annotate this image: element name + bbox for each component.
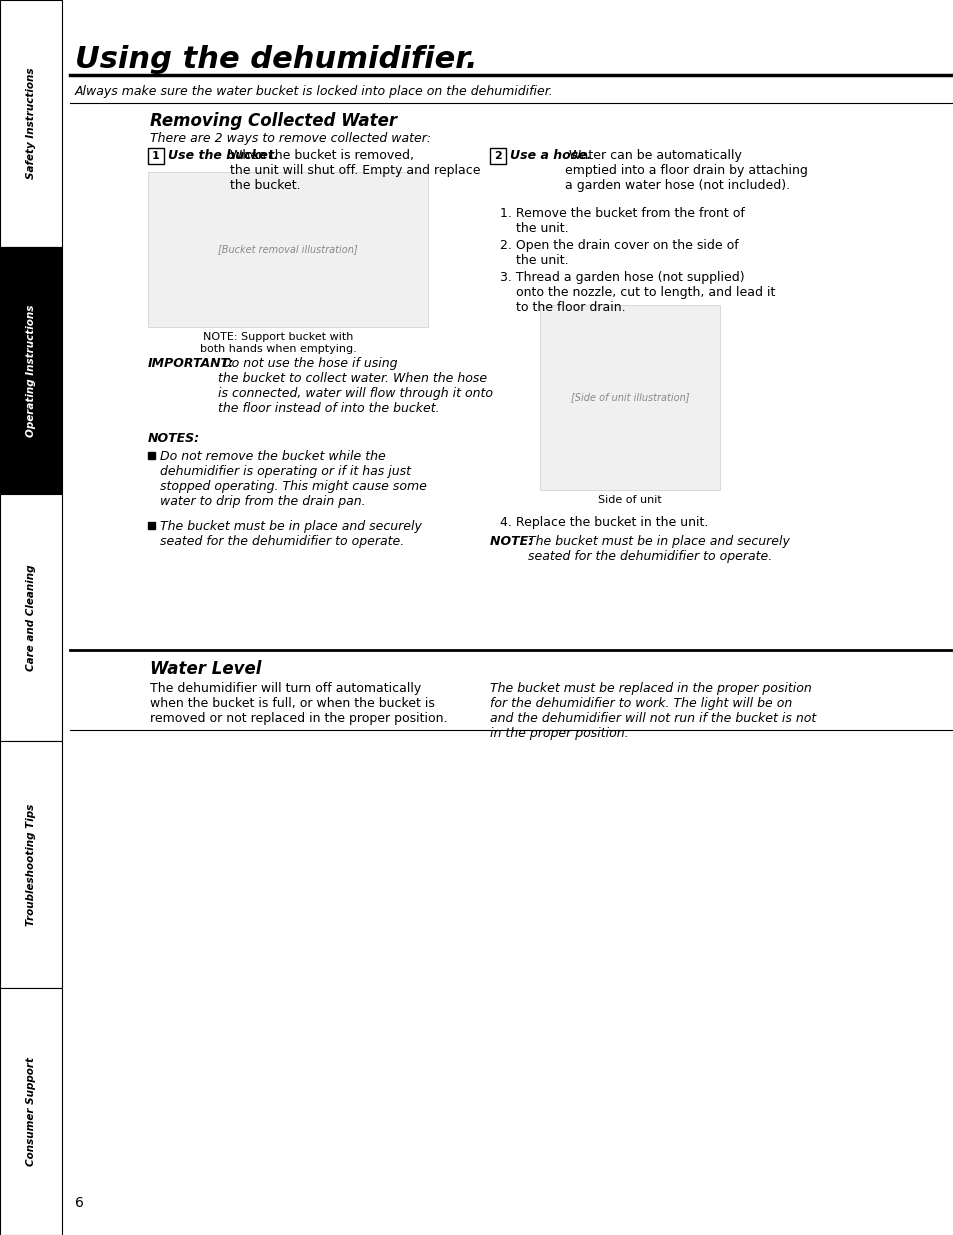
- Text: IMPORTANT:: IMPORTANT:: [148, 357, 234, 370]
- Text: When the bucket is removed,
the unit will shut off. Empty and replace
the bucket: When the bucket is removed, the unit wil…: [230, 149, 480, 191]
- Bar: [0, 494, 62, 741]
- Text: Operating Instructions: Operating Instructions: [26, 304, 36, 437]
- Text: [Side of unit illustration]: [Side of unit illustration]: [570, 391, 688, 403]
- Text: 1: 1: [152, 151, 160, 161]
- Text: Water can be automatically
emptied into a floor drain by attaching
a garden wate: Water can be automatically emptied into …: [564, 149, 807, 191]
- Text: Use a hose.: Use a hose.: [510, 149, 591, 162]
- Text: 1. Remove the bucket from the front of
    the unit.: 1. Remove the bucket from the front of t…: [499, 207, 744, 235]
- Text: [Bucket removal illustration]: [Bucket removal illustration]: [218, 245, 357, 254]
- Text: NOTE:: NOTE:: [490, 535, 537, 548]
- Text: 2: 2: [494, 151, 501, 161]
- Text: Using the dehumidifier.: Using the dehumidifier.: [75, 44, 477, 74]
- Text: Care and Cleaning: Care and Cleaning: [26, 564, 36, 671]
- Text: Use the bucket.: Use the bucket.: [168, 149, 278, 162]
- Text: 4. Replace the bucket in the unit.: 4. Replace the bucket in the unit.: [499, 516, 708, 529]
- Text: Troubleshooting Tips: Troubleshooting Tips: [26, 804, 36, 925]
- Bar: [0, 247, 62, 494]
- Bar: [0, 988, 62, 1235]
- Text: The bucket must be replaced in the proper position
for the dehumidifier to work.: The bucket must be replaced in the prope…: [490, 682, 816, 740]
- Bar: [539, 305, 720, 490]
- Bar: [490, 148, 505, 164]
- Text: 2. Open the drain cover on the side of
    the unit.: 2. Open the drain cover on the side of t…: [499, 240, 738, 267]
- Text: NOTES:: NOTES:: [148, 432, 200, 445]
- Bar: [148, 172, 428, 327]
- Text: 6: 6: [75, 1195, 84, 1210]
- Text: Side of unit: Side of unit: [598, 495, 661, 505]
- Text: There are 2 ways to remove collected water:: There are 2 ways to remove collected wat…: [150, 132, 431, 144]
- Text: Consumer Support: Consumer Support: [26, 1057, 36, 1166]
- Text: Always make sure the water bucket is locked into place on the dehumidifier.: Always make sure the water bucket is loc…: [75, 85, 553, 98]
- Bar: [148, 452, 154, 459]
- Text: The bucket must be in place and securely
seated for the dehumidifier to operate.: The bucket must be in place and securely…: [527, 535, 789, 563]
- Text: The dehumidifier will turn off automatically
when the bucket is full, or when th: The dehumidifier will turn off automatic…: [150, 682, 447, 725]
- Bar: [0, 741, 62, 988]
- Text: 3. Thread a garden hose (not supplied)
    onto the nozzle, cut to length, and l: 3. Thread a garden hose (not supplied) o…: [499, 270, 775, 314]
- Text: Do not remove the bucket while the
dehumidifier is operating or if it has just
s: Do not remove the bucket while the dehum…: [160, 450, 426, 508]
- Text: Safety Instructions: Safety Instructions: [26, 68, 36, 179]
- Bar: [148, 148, 164, 164]
- Text: Water Level: Water Level: [150, 659, 261, 678]
- Text: Do not use the hose if using
the bucket to collect water. When the hose
is conne: Do not use the hose if using the bucket …: [218, 357, 493, 415]
- Text: NOTE: Support bucket with
both hands when emptying.: NOTE: Support bucket with both hands whe…: [199, 332, 356, 353]
- Bar: [0, 0, 62, 247]
- Bar: [148, 522, 154, 529]
- Text: The bucket must be in place and securely
seated for the dehumidifier to operate.: The bucket must be in place and securely…: [160, 520, 421, 548]
- Text: Removing Collected Water: Removing Collected Water: [150, 112, 396, 130]
